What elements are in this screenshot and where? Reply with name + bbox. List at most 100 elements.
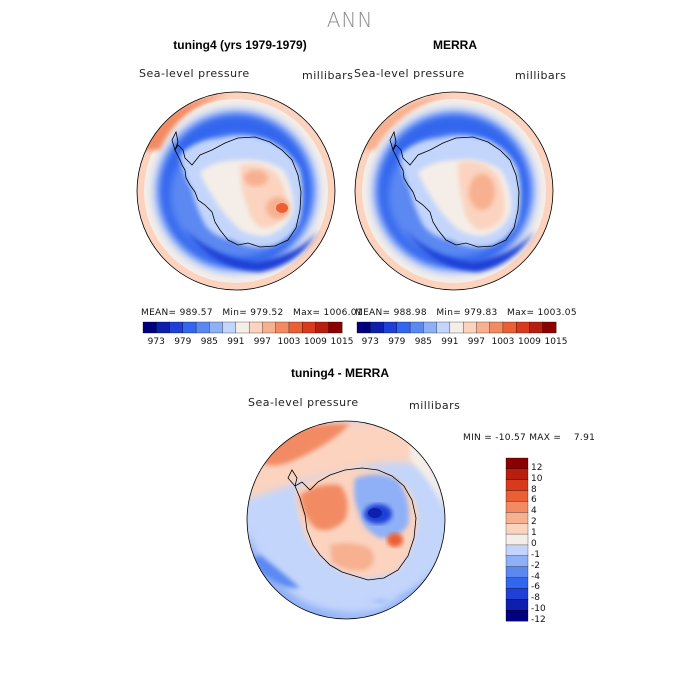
panel2-mean-label: MEAN=: [355, 308, 391, 318]
panel1-colorbar-tick: 985: [200, 337, 218, 347]
panel1-colorbar-tick: 991: [227, 337, 245, 347]
panel2-colorbar-swatch: [476, 321, 491, 334]
panel2-mean: 988.98: [393, 308, 427, 318]
panel3-colorbar-tick: 6: [531, 495, 537, 506]
panel1-title: tuning4 (yrs 1979-1979): [173, 38, 307, 52]
panel2-colorbar-tick: 985: [414, 337, 432, 347]
panel2-colorbar-tick: 1015: [544, 337, 568, 347]
panel3-max: 7.91: [573, 433, 596, 443]
panel3-colorbar-tick: -12: [531, 615, 546, 625]
panel3-colorbar-swatch: [505, 577, 529, 589]
panel1-colorbar-swatch: [209, 321, 223, 334]
panel2-colorbar-swatch: [529, 321, 544, 334]
panel3-colorbar-swatch: [505, 588, 529, 600]
panel3-colorbar-tick: -10: [531, 604, 546, 615]
panel2-colorbar-tick: 1009: [518, 337, 541, 347]
panel2-colorbar-swatch: [356, 321, 371, 334]
panel2-colorbar-swatch: [423, 321, 437, 334]
panel3-colorbar-tick: 10: [531, 473, 543, 484]
panel1-colorbar-swatch: [156, 321, 170, 334]
panel2-colorbar-swatch: [396, 321, 411, 334]
panel3-min: -10.57: [495, 433, 527, 443]
panel3-colorbar-tick: 0: [531, 538, 537, 549]
panel1-mean-label: MEAN=: [141, 308, 177, 318]
panel3-colorbar-swatch: [505, 533, 529, 546]
panel1-colorbar-swatch: [288, 321, 303, 334]
panel3-colorbar-swatch: [505, 479, 529, 491]
panel2-max: 1003.05: [537, 308, 577, 318]
panel3-colorbar-tick: 8: [531, 484, 537, 495]
panel1-colorbar-swatch: [315, 321, 330, 334]
panel2-colorbar-swatch: [516, 321, 530, 334]
panel1-colorbar-swatch: [235, 321, 250, 334]
panel1-stats: MEAN= 989.57 Min= 979.52 Max= 1006.01: [141, 308, 363, 318]
panel3-colorbar-tick: -1: [531, 549, 540, 560]
panel1-colorbar-swatch: [328, 321, 343, 334]
panel1-colorbar-swatch: [169, 321, 184, 334]
panel2-colorbar-swatch: [462, 321, 477, 334]
panel1-colorbar-tick: 979: [174, 337, 192, 347]
panel1-units: millibars: [302, 69, 354, 82]
panel1-colorbar-swatch: [302, 321, 316, 334]
panel2-colorbar-swatch: [436, 321, 451, 334]
panel3-range: MIN = -10.57 MAX = 7.91: [463, 433, 595, 443]
panel2-colorbar-swatch: [409, 321, 424, 334]
panel1-colorbar-tick: 1009: [304, 337, 327, 347]
panel3-max-label: MAX =: [529, 433, 562, 443]
panel2-colorbar: [356, 321, 557, 334]
panel3-colorbar-swatch: [505, 523, 529, 535]
panel3-colorbar-swatch: [505, 501, 529, 513]
panel3-colorbar-tick: -4: [531, 571, 540, 582]
main-title: ANN: [326, 8, 374, 32]
panel1-colorbar-swatch: [275, 321, 290, 334]
panel1-colorbar: [142, 321, 343, 334]
panel1-map: [137, 92, 335, 290]
panel1-mean: 989.57: [179, 308, 213, 318]
panel3-colorbar-tick: -2: [531, 560, 540, 571]
panel3-colorbar-tick: 4: [531, 506, 537, 517]
panel3-title: tuning4 - MERRA: [291, 366, 389, 380]
panel2-colorbar-tick: 979: [388, 337, 406, 347]
panel1-max-label: Max=: [293, 308, 321, 318]
panel3-colorbar-tick: 2: [531, 517, 537, 528]
panel1-colorbar-tick: 973: [147, 337, 165, 347]
panel3-units: millibars: [409, 399, 461, 412]
panel3-colorbar-swatch: [505, 544, 529, 557]
panel2-colorbar-swatch: [489, 321, 504, 334]
panel3-colorbar-swatch: [505, 566, 529, 578]
panel1-colorbar-swatch: [182, 321, 197, 334]
panel2-colorbar-swatch: [502, 321, 517, 334]
panel3-colorbar-swatch: [505, 599, 529, 611]
panel1-colorbar-tick: 1015: [330, 337, 354, 347]
panel2-colorbar-tick: 1003: [491, 337, 515, 347]
panel1-colorbar-swatch: [195, 321, 210, 334]
panel2-colorbar-swatch: [449, 321, 464, 334]
panel1-colorbar-swatch: [142, 321, 157, 334]
panel2-colorbar-tick: 973: [361, 337, 379, 347]
panel3-colorbar-tick: 12: [531, 462, 543, 473]
panel2-colorbar-tick: 991: [441, 337, 459, 347]
panel3-variable: Sea-level pressure: [248, 396, 359, 409]
panel3-colorbar-swatch: [505, 512, 529, 524]
panel3-colorbar-swatch: [505, 457, 529, 470]
panel1-colorbar-swatch: [248, 321, 263, 334]
panel3-min-label: MIN =: [463, 433, 493, 443]
panel2-colorbar-swatch: [370, 321, 384, 334]
panel2-min: 979.83: [464, 308, 498, 318]
panel1-variable: Sea-level pressure: [139, 67, 250, 80]
panel3-colorbar-swatch: [505, 609, 529, 622]
panel3-colorbar-swatch: [505, 490, 529, 502]
panel2-colorbar-tick: 997: [467, 337, 485, 347]
panel1-colorbar-swatch: [222, 321, 237, 334]
panel1-colorbar-swatch: [262, 321, 277, 334]
panel2-title: MERRA: [433, 38, 477, 52]
panel2-min-label: Min=: [436, 308, 462, 318]
panel1-colorbar-tick: 997: [253, 337, 271, 347]
panel3-colorbar-tick: 1: [531, 528, 537, 539]
panel1-min: 979.52: [250, 308, 284, 318]
panel3-colorbar-tick: -6: [531, 582, 540, 593]
panel1-colorbar-tick: 1003: [277, 337, 301, 347]
panel3-colorbar-swatch: [505, 555, 529, 568]
panel3-colorbar: [505, 457, 529, 622]
